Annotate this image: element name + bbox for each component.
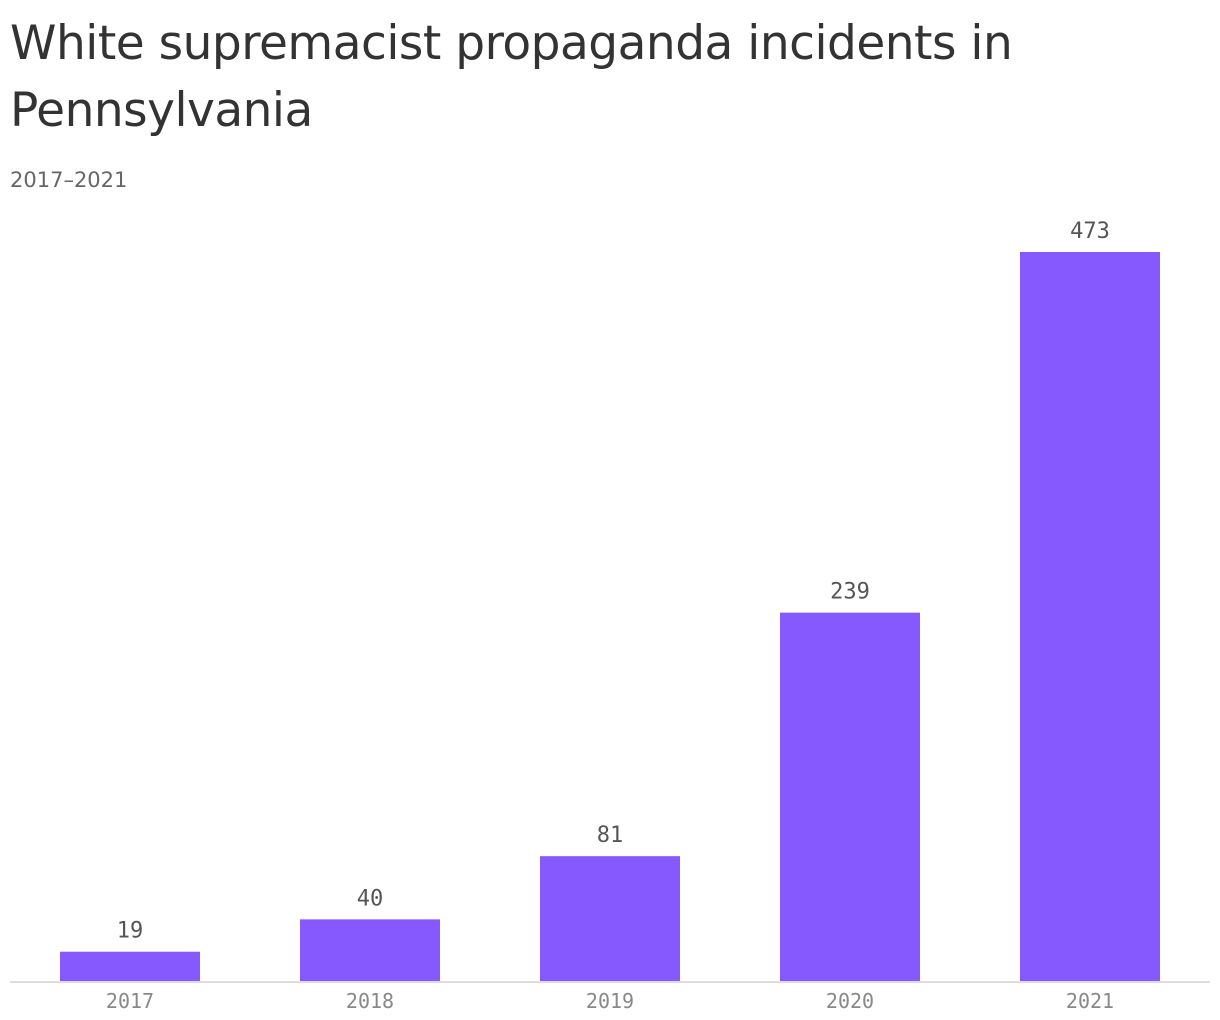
bar-2021 bbox=[1020, 252, 1160, 981]
bar-2018 bbox=[300, 919, 440, 981]
bars-group bbox=[60, 252, 1160, 981]
data-label-2021: 473 bbox=[1070, 219, 1110, 244]
x-tick-label-2018: 2018 bbox=[346, 989, 394, 1013]
bar-2019 bbox=[540, 856, 680, 981]
data-labels-group: 19 40 81 239 473 bbox=[117, 219, 1110, 944]
chart-title: White supremacist propaganda incidents i… bbox=[10, 16, 1013, 138]
data-label-2020: 239 bbox=[830, 580, 870, 605]
x-tick-label-2017: 2017 bbox=[106, 989, 154, 1013]
bar-2017 bbox=[60, 951, 200, 981]
bar-2020 bbox=[780, 612, 920, 981]
data-label-2017: 19 bbox=[117, 919, 144, 944]
x-tick-label-2021: 2021 bbox=[1066, 989, 1114, 1013]
x-axis-tick-labels: 2017 2018 2019 2020 2021 bbox=[106, 989, 1114, 1013]
x-tick-label-2020: 2020 bbox=[826, 989, 874, 1013]
x-tick-label-2019: 2019 bbox=[586, 989, 634, 1013]
data-label-2018: 40 bbox=[357, 886, 384, 911]
data-label-2019: 81 bbox=[597, 823, 624, 848]
chart-subtitle: 2017–2021 bbox=[10, 168, 128, 192]
